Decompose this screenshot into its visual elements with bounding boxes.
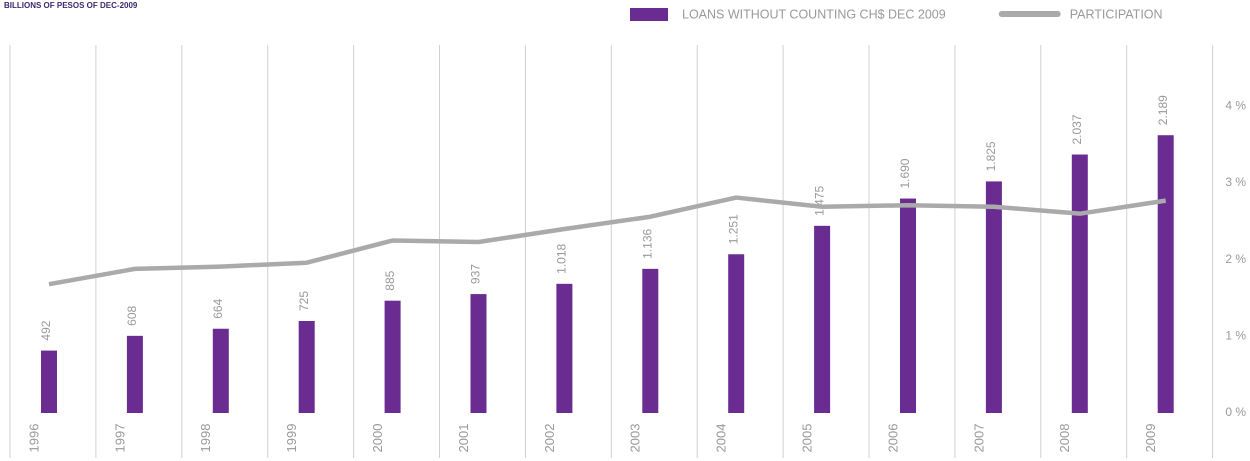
y2-tick-label: 4 % xyxy=(1225,99,1246,113)
legend-label: PARTICIPATION xyxy=(1070,7,1163,21)
y2-tick-label: 0 % xyxy=(1225,405,1246,419)
x-tick-label: 2000 xyxy=(370,424,385,453)
x-tick-label: 1998 xyxy=(198,424,213,453)
x-tick-label: 2002 xyxy=(542,424,557,453)
bar xyxy=(41,350,57,413)
x-tick-label: 1996 xyxy=(26,424,41,453)
value-label: 664 xyxy=(211,298,225,318)
bar xyxy=(470,294,487,413)
value-label: 1.018 xyxy=(555,243,569,273)
legend-swatch xyxy=(630,8,668,21)
y2-tick-label: 1 % xyxy=(1225,329,1246,343)
y2-tick-label: 3 % xyxy=(1225,175,1246,189)
x-tick-label: 2009 xyxy=(1143,424,1158,453)
value-label: 1.825 xyxy=(984,141,998,171)
x-tick-label: 2004 xyxy=(714,424,729,453)
value-label: 1.136 xyxy=(640,228,654,258)
value-label: 1.251 xyxy=(726,214,740,244)
x-tick-label: 1997 xyxy=(112,424,127,453)
x-tick-label: 2005 xyxy=(800,424,815,453)
value-label: 1.690 xyxy=(898,158,912,188)
x-tick-label: 2003 xyxy=(628,424,643,453)
bar xyxy=(212,328,229,413)
bar xyxy=(642,268,659,413)
bar xyxy=(126,335,143,413)
value-label: 937 xyxy=(469,264,483,284)
x-tick-label: 2006 xyxy=(885,424,900,453)
value-label: 492 xyxy=(39,320,53,340)
x-tick-label: 2007 xyxy=(971,424,986,453)
value-label: 1.475 xyxy=(812,185,826,215)
value-label: 725 xyxy=(297,291,311,311)
y2-tick-label: 2 % xyxy=(1225,252,1246,266)
value-label: 2.037 xyxy=(1070,114,1084,144)
line xyxy=(48,195,1167,287)
bar xyxy=(900,198,916,413)
x-tick-label: 2008 xyxy=(1057,424,1072,453)
value-label: 885 xyxy=(383,270,397,290)
x-tick-label: 2001 xyxy=(456,424,471,453)
legend-label: LOANS WITHOUT COUNTING CH$ DEC 2009 xyxy=(682,7,946,21)
bar xyxy=(556,283,573,413)
x-tick-label: 1999 xyxy=(284,424,299,453)
bar xyxy=(728,254,745,413)
chart-title: BILLIONS OF PESOS OF DEC-2009 xyxy=(4,1,138,10)
bar xyxy=(985,181,1002,413)
value-label: 2.189 xyxy=(1156,95,1170,125)
bar xyxy=(1157,135,1174,413)
value-label: 608 xyxy=(125,305,139,325)
bar xyxy=(1071,154,1088,413)
bar xyxy=(814,225,831,413)
bar xyxy=(298,321,315,413)
bar xyxy=(384,300,401,413)
